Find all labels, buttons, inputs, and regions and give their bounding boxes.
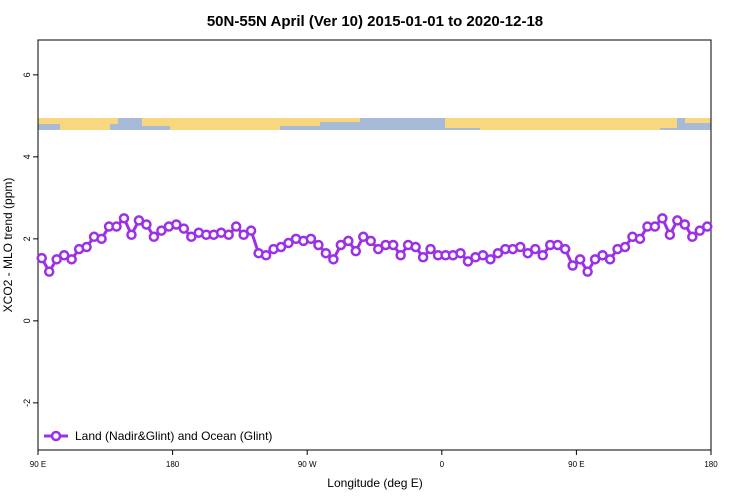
data-point <box>582 266 593 277</box>
data-point <box>559 243 571 255</box>
x-tick-label: 180 <box>166 460 180 469</box>
y-tick-label: 0 <box>22 318 32 323</box>
data-point <box>522 247 534 259</box>
data-point <box>425 243 436 255</box>
data-point <box>387 239 399 251</box>
data-point <box>589 254 601 265</box>
data-point <box>186 231 197 243</box>
data-point <box>260 250 272 261</box>
data-point <box>66 254 77 265</box>
data-point <box>679 219 691 230</box>
data-point <box>515 241 526 253</box>
data-point <box>320 247 332 259</box>
data-point <box>350 245 362 257</box>
data-point <box>245 225 257 236</box>
data-point <box>477 250 489 261</box>
data-point <box>358 231 369 243</box>
data-point <box>178 223 190 234</box>
data-point <box>574 254 586 265</box>
y-axis-label: XCO2 - MLO trend (ppm) <box>1 178 15 313</box>
data-point <box>111 221 122 232</box>
data-point <box>657 213 668 224</box>
data-point <box>567 260 578 271</box>
legend-marker <box>50 430 62 442</box>
data-point <box>634 233 646 245</box>
data-point <box>365 235 377 247</box>
data-point <box>687 231 698 243</box>
data-point <box>133 215 145 226</box>
data-point <box>395 250 406 261</box>
data-point <box>604 254 616 265</box>
data-point <box>43 266 55 277</box>
data-point <box>694 225 706 236</box>
data-point <box>672 215 683 226</box>
y-tick-label: 6 <box>22 72 32 77</box>
data-point <box>118 213 130 224</box>
y-tick-label: -2 <box>22 399 32 407</box>
x-tick-label: 90 E <box>30 460 46 469</box>
data-point <box>619 241 631 253</box>
data-point <box>156 225 167 236</box>
data-point <box>313 239 324 251</box>
x-tick-label: 90 E <box>568 460 584 469</box>
data-point <box>223 229 234 240</box>
data-point <box>649 221 661 232</box>
data-point <box>335 239 347 251</box>
x-tick-label: 180 <box>704 460 718 469</box>
data-point <box>410 241 421 253</box>
data-point <box>537 250 548 261</box>
y-tick-label: 2 <box>22 236 32 241</box>
data-point <box>328 254 339 265</box>
chart-title: 50N-55N April (Ver 10) 2015-01-01 to 202… <box>207 13 543 30</box>
data-point <box>126 229 137 240</box>
x-tick-label: 0 <box>440 460 445 469</box>
data-point <box>372 243 384 255</box>
data-point <box>485 254 496 265</box>
data-point <box>51 254 62 265</box>
data-point <box>283 237 294 249</box>
data-point <box>597 250 608 261</box>
data-point <box>58 250 70 261</box>
data-point <box>343 235 354 247</box>
data-point <box>462 256 474 267</box>
data-point <box>417 252 429 263</box>
data-point <box>305 233 317 245</box>
data-point <box>702 221 713 232</box>
x-axis-label: Longitude (deg E) <box>327 476 422 490</box>
data-point <box>141 219 152 230</box>
data-point <box>275 241 287 253</box>
data-point <box>238 229 249 240</box>
data-point <box>96 233 107 245</box>
land-ocean-strip <box>38 118 711 130</box>
data-point <box>530 243 541 255</box>
data-point <box>455 247 466 259</box>
x-tick-label: 90 W <box>298 460 317 469</box>
data-point <box>171 219 182 230</box>
data-point <box>552 239 563 251</box>
legend-label: Land (Nadir&Glint) and Ocean (Glint) <box>75 429 272 443</box>
data-point <box>230 221 242 232</box>
data-point <box>148 231 160 243</box>
plot-frame <box>37 39 712 451</box>
data-point <box>36 252 47 264</box>
data-point <box>492 247 504 259</box>
y-tick-label: 4 <box>22 154 32 159</box>
data-point <box>81 241 92 253</box>
data-point <box>664 229 676 240</box>
